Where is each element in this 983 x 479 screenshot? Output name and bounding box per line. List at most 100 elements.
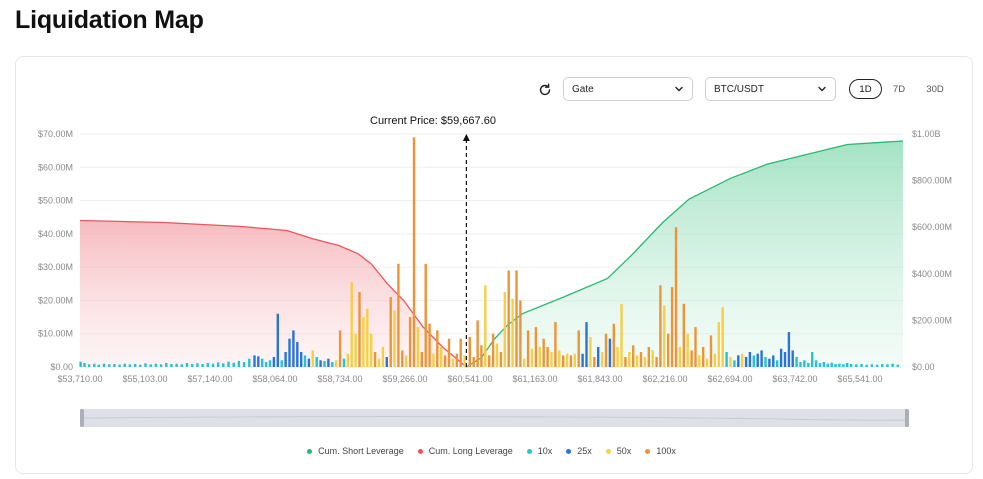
x-tick-label: $58,064.00 xyxy=(252,374,297,384)
liquidation-bar xyxy=(118,364,121,367)
y-left-tick-label: $50.00M xyxy=(38,196,73,206)
liquidation-bar xyxy=(558,350,561,367)
y-right-tick-label: $800.00M xyxy=(912,176,952,186)
liquidation-bar xyxy=(881,364,884,367)
liquidation-bar xyxy=(276,313,279,367)
legend-dot-icon xyxy=(417,448,423,454)
liquidation-bar xyxy=(760,350,763,367)
liquidation-bar xyxy=(93,363,96,367)
liquidation-bar xyxy=(659,285,662,367)
chevron-down-icon xyxy=(675,86,683,92)
scrollbar-right-handle[interactable] xyxy=(905,409,909,427)
legend-item[interactable]: 25x xyxy=(566,446,592,456)
liquidation-bar xyxy=(232,362,235,367)
liquidation-bar xyxy=(257,356,260,367)
liquidation-bar xyxy=(705,358,709,367)
liquidation-bar xyxy=(663,305,666,367)
liquidation-bar xyxy=(123,363,126,367)
liquidation-bar xyxy=(139,364,142,367)
liquidation-bar xyxy=(113,364,116,367)
y-left-tick-label: $0.00 xyxy=(50,362,73,372)
liquidation-bar xyxy=(554,322,557,367)
liquidation-bar xyxy=(838,363,841,367)
liquidation-bar xyxy=(818,363,822,367)
liquidation-bar xyxy=(397,263,400,367)
liquidation-bar xyxy=(303,355,307,367)
liquidation-bar xyxy=(875,364,879,367)
liquidation-bar xyxy=(159,364,163,367)
liquidation-bar xyxy=(170,364,173,367)
y-left-tick-label: $30.00M xyxy=(38,262,73,272)
legend-label: 100x xyxy=(656,446,676,456)
liquidation-bar xyxy=(480,345,483,367)
pair-select-value: BTC/USDT xyxy=(714,83,764,95)
page-title: Liquidation Map xyxy=(15,6,204,34)
range-tab-1d[interactable]: 1D xyxy=(849,79,882,99)
liquidation-bar xyxy=(175,363,178,367)
liquidation-bar xyxy=(511,298,514,367)
legend-item[interactable]: Cum. Short Leverage xyxy=(307,446,404,456)
liquidation-bar xyxy=(180,364,183,367)
legend-item[interactable]: Cum. Long Leverage xyxy=(417,446,513,456)
legend-dot-icon xyxy=(566,448,572,454)
liquidation-bar xyxy=(776,360,779,367)
exchange-select[interactable]: Gate xyxy=(563,77,693,101)
x-tick-label: $60,541.00 xyxy=(447,374,492,384)
liquidation-bar xyxy=(764,357,767,367)
liquidation-bar xyxy=(651,350,654,367)
liquidation-bar xyxy=(542,338,545,367)
legend-label: 50x xyxy=(616,446,632,456)
axes: $0.00 $10.00M $20.00M $30.00M $40.00M $50.00M… xyxy=(38,129,952,384)
exchange-select-value: Gate xyxy=(572,83,594,95)
liquidation-bar xyxy=(335,360,338,367)
liquidation-bar xyxy=(678,347,682,367)
legend-item[interactable]: 100x xyxy=(645,446,676,456)
liquidation-bar xyxy=(811,352,814,367)
liquidation-bar xyxy=(358,292,361,367)
chart-controls: Gate BTC/USDT 1D 7D 30D xyxy=(0,0,983,101)
liquidation-bar xyxy=(577,330,580,367)
scrollbar-track xyxy=(82,409,907,427)
liquidation-bar xyxy=(803,360,806,367)
liquidation-bar xyxy=(799,362,802,367)
liquidation-bar xyxy=(401,350,404,367)
liquidation-bar xyxy=(272,357,276,367)
y-right-tick-label: $200.00M xyxy=(912,315,952,325)
liquidation-bar xyxy=(538,347,541,367)
liquidation-bar xyxy=(237,361,241,367)
x-tick-label: $55,103.00 xyxy=(122,374,167,384)
liquidation-bar xyxy=(562,355,565,367)
pair-select[interactable]: BTC/USDT xyxy=(705,77,836,101)
refresh-icon[interactable] xyxy=(537,82,553,98)
legend-item[interactable]: 10x xyxy=(526,446,552,456)
liquidation-bar xyxy=(569,355,573,367)
liquidation-bar xyxy=(428,323,431,367)
liquidation-bar xyxy=(468,337,471,367)
range-tab-7d[interactable]: 7D xyxy=(892,83,906,95)
liquidation-bar xyxy=(870,364,874,367)
liquidation-bar xyxy=(227,361,230,367)
liquidation-bar xyxy=(624,357,627,367)
liquidation-bar xyxy=(519,300,522,367)
liquidation-bar xyxy=(459,338,462,367)
liquidation-bar xyxy=(768,358,771,367)
liquidation-bar xyxy=(748,352,752,367)
scrollbar-left-handle[interactable] xyxy=(80,409,84,427)
liquidation-bar xyxy=(420,352,423,367)
liquidation-bar xyxy=(440,347,443,367)
liquidation-bar xyxy=(346,353,349,367)
liquidation-bar xyxy=(191,364,194,367)
liquidation-bar xyxy=(370,333,373,367)
liquidation-bar xyxy=(616,347,619,367)
liquidation-bar xyxy=(725,352,728,367)
y-left-tick-label: $10.00M xyxy=(38,329,73,339)
liquidation-bar xyxy=(133,364,137,367)
legend-item[interactable]: 50x xyxy=(605,446,632,456)
liquidation-bar xyxy=(643,357,647,367)
liquidation-bar xyxy=(443,355,447,367)
liquidation-bar xyxy=(447,338,451,367)
y-right-tick-label: $1.00B xyxy=(912,129,941,139)
legend-dot-icon xyxy=(645,448,651,454)
range-tab-30d[interactable]: 30D xyxy=(926,83,944,95)
liquidation-bar xyxy=(315,357,318,367)
